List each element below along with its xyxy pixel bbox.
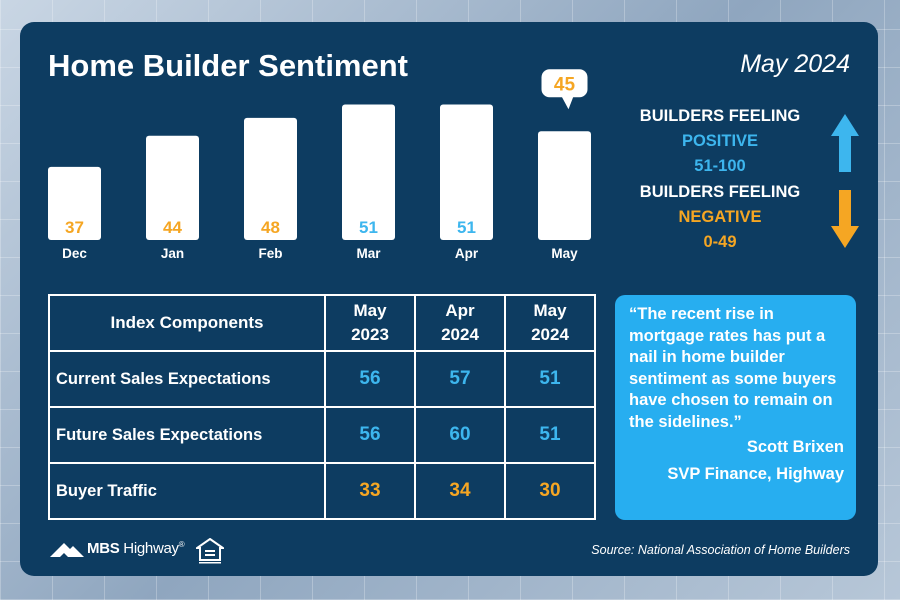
source-note: Source: National Association of Home Bui… <box>591 543 850 557</box>
table-cell: 34 <box>414 462 506 520</box>
bar-jan <box>146 135 199 240</box>
category-label: Mar <box>356 246 381 261</box>
table-cell: 56 <box>324 350 416 408</box>
index-components-table: Index Components May 2023 Apr 2024 May 2024… <box>48 294 596 520</box>
table-cell: 30 <box>504 462 596 520</box>
quote-box: “The recent rise in mortgage rates has p… <box>615 295 856 520</box>
quote-author: Scott Brixen <box>746 438 844 456</box>
page-title: Home Builder Sentiment <box>48 48 408 83</box>
table-header-col: May 2023 <box>324 294 416 352</box>
quote-role: SVP Finance, Highway <box>667 465 844 483</box>
bar-value-label: 51 <box>359 218 378 237</box>
legend-negative-line1: BUILDERS FEELING <box>639 183 801 201</box>
table-header-col: Apr 2024 <box>414 294 506 352</box>
table-header-row: Index Components May 2023 Apr 2024 May 2024 <box>48 294 596 352</box>
legend-negative-range: 0-49 <box>703 233 737 251</box>
category-label: May <box>551 246 578 261</box>
bar-value-label: 44 <box>163 218 182 237</box>
legend-positive-label: POSITIVE <box>681 132 759 150</box>
legend-positive-range: 51-100 <box>694 157 746 175</box>
table-header-col: May 2024 <box>504 294 596 352</box>
bar-mar <box>342 104 395 240</box>
sentiment-bar-chart: 37 Dec 44 Jan 48 Feb 51 Mar 51 Apr 45 May <box>48 69 591 261</box>
equal-housing-icon <box>196 538 224 564</box>
callout-bubble <box>541 69 588 98</box>
row-label: Current Sales Expectations <box>48 350 326 408</box>
brand-name: MBS Highway® <box>87 540 185 557</box>
arrow-down-icon <box>831 190 859 248</box>
table-cell: 56 <box>324 406 416 464</box>
legend-positive-line1: BUILDERS FEELING <box>639 107 801 125</box>
table-cell: 60 <box>414 406 506 464</box>
bar-value-label: 37 <box>65 218 84 237</box>
infographic-card: Home Builder Sentiment May 2024 37 Dec 44 J… <box>20 22 878 576</box>
table-row: Future Sales Expectations 56 60 51 <box>48 406 596 464</box>
callout-pointer <box>561 96 574 110</box>
bar-value-label: 51 <box>457 218 476 237</box>
legend-negative-label: NEGATIVE <box>678 208 762 226</box>
bar-value-label: 48 <box>261 218 280 237</box>
bar-dec <box>48 166 101 240</box>
category-label: Apr <box>455 246 479 261</box>
table-cell: 57 <box>414 350 506 408</box>
table-header-label: Index Components <box>48 294 326 352</box>
bar-feb <box>244 117 297 240</box>
category-label: Feb <box>258 246 282 261</box>
bar-may <box>538 131 591 240</box>
category-label: Dec <box>62 246 87 261</box>
table-cell: 51 <box>504 350 596 408</box>
report-date: May 2024 <box>740 50 850 78</box>
table-cell: 33 <box>324 462 416 520</box>
row-label: Buyer Traffic <box>48 462 326 520</box>
bar-value-label: 45 <box>554 74 576 95</box>
row-label: Future Sales Expectations <box>48 406 326 464</box>
table-row: Current Sales Expectations 56 57 51 <box>48 350 596 408</box>
mountain-logo-icon <box>50 542 84 557</box>
table-row: Buyer Traffic 33 34 30 <box>48 462 596 520</box>
arrow-up-icon <box>831 114 859 172</box>
bar-apr <box>440 104 493 240</box>
category-label: Jan <box>161 246 184 261</box>
quote-text: “The recent rise in mortgage rates has p… <box>629 305 837 431</box>
table-cell: 51 <box>504 406 596 464</box>
brand-logo: MBS Highway® <box>50 540 185 557</box>
